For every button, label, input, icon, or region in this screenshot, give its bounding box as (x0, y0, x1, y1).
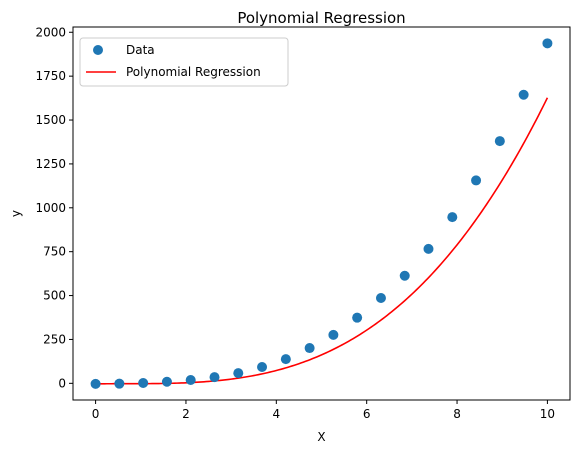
x-tick-label: 2 (182, 407, 190, 421)
x-tick-label: 0 (92, 407, 100, 421)
data-point (90, 378, 101, 389)
legend-label-regression: Polynomial Regression (126, 65, 261, 79)
plot-area (90, 38, 553, 389)
y-tick-label: 1250 (35, 157, 66, 171)
data-point (280, 354, 291, 365)
legend-marker-data (93, 45, 103, 55)
y-axis-label: y (9, 210, 23, 217)
y-tick-label: 250 (43, 332, 66, 346)
data-point (447, 212, 458, 223)
y-tick-label: 2000 (35, 25, 66, 39)
y-tick-label: 500 (43, 289, 66, 303)
x-tick-label: 10 (540, 407, 555, 421)
data-point (209, 372, 220, 383)
data-point (114, 378, 125, 389)
x-tick-label: 6 (363, 407, 371, 421)
data-point (304, 343, 315, 354)
data-point (542, 38, 553, 49)
data-point (494, 136, 505, 147)
axes-frame (72, 26, 571, 401)
y-tick-label: 1750 (35, 69, 66, 83)
x-tick-label: 4 (272, 407, 280, 421)
data-point (161, 376, 172, 387)
x-axis-label: X (317, 430, 325, 444)
legend: Data Polynomial Regression (79, 37, 289, 87)
data-point (138, 377, 149, 388)
x-tick-label: 8 (453, 407, 461, 421)
y-tick-label: 750 (43, 245, 66, 259)
data-point (233, 368, 244, 379)
x-axis: 0 2 4 6 8 10 (92, 400, 555, 421)
y-tick-label: 1000 (35, 201, 66, 215)
data-point (518, 89, 529, 100)
legend-box (79, 37, 289, 87)
chart-title: Polynomial Regression (237, 9, 405, 27)
legend-label-data: Data (126, 43, 155, 57)
y-axis: 0 250 500 750 1000 1250 1500 1750 2000 (35, 25, 73, 390)
data-point (257, 362, 268, 373)
data-point (399, 270, 410, 281)
y-tick-label: 0 (58, 376, 66, 390)
data-point (328, 329, 339, 340)
data-point (471, 175, 482, 186)
data-point (352, 312, 363, 323)
y-tick-label: 1500 (35, 113, 66, 127)
data-point (375, 293, 386, 304)
data-point (423, 243, 434, 254)
data-point (185, 374, 196, 385)
